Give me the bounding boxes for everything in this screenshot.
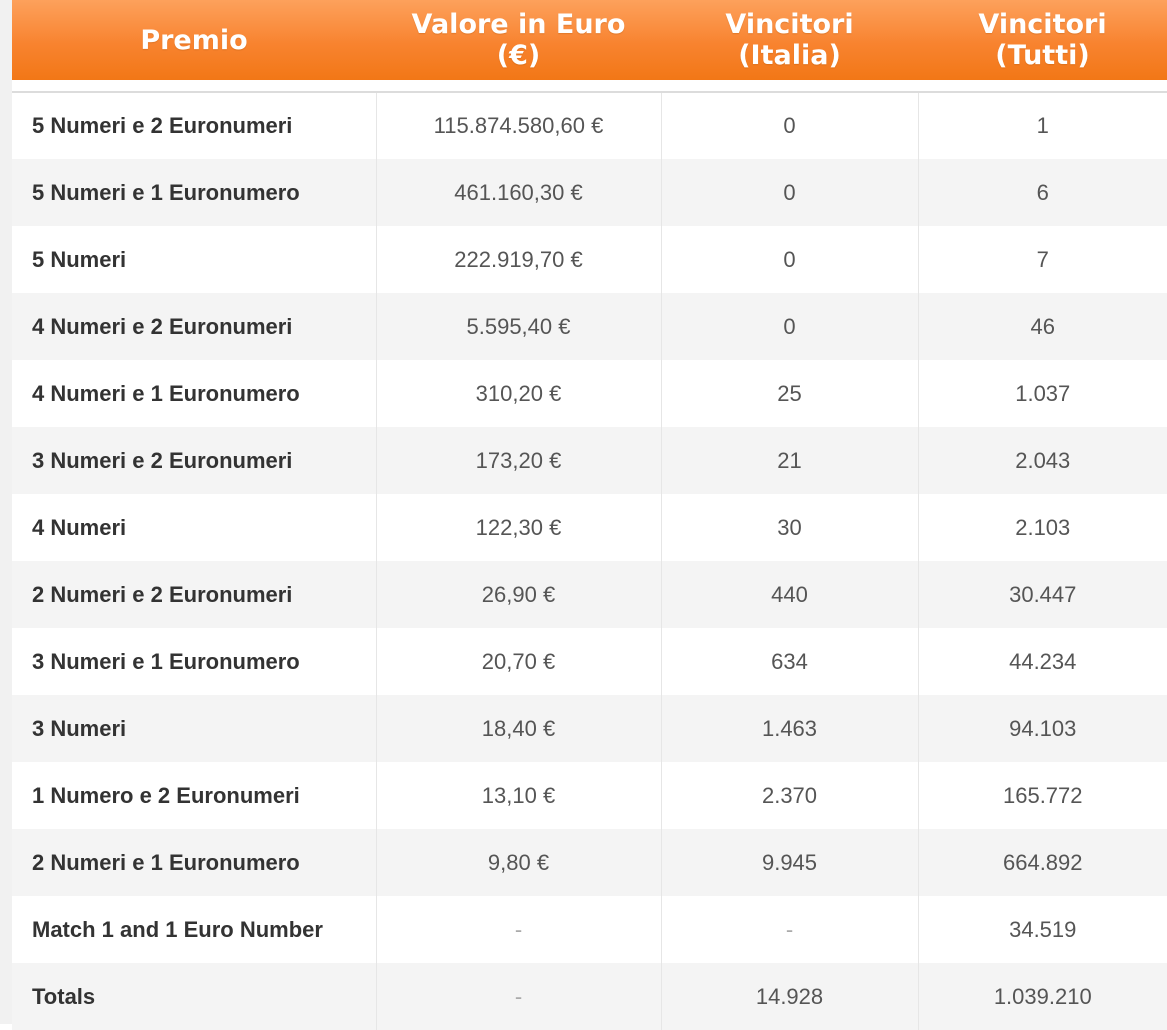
prize-value-cell: 13,10 € [376, 762, 662, 829]
table-body: 5 Numeri e 2 Euronumeri 115.874.580,60 €… [12, 92, 1167, 1030]
prize-name-cell: 3 Numeri e 1 Euronumero [12, 628, 377, 695]
winners-italy-cell: 21 [661, 427, 919, 494]
winners-italy-cell: 634 [661, 628, 919, 695]
table-row: 5 Numeri 222.919,70 € 0 7 [12, 226, 1167, 293]
prize-value-cell: 5.595,40 € [376, 293, 662, 360]
prize-name-cell: 2 Numeri e 1 Euronumero [12, 829, 377, 896]
prize-name-cell: 3 Numeri [12, 695, 377, 762]
table-row: 4 Numeri 122,30 € 30 2.103 [12, 494, 1167, 561]
prize-value-cell: 222.919,70 € [376, 226, 662, 293]
winners-italy-cell: 2.370 [661, 762, 919, 829]
winners-italy-cell: 9.945 [661, 829, 919, 896]
winners-all-cell: 46 [1030, 313, 1055, 339]
winners-italy-cell: 440 [661, 561, 919, 628]
totals-value-cell: - [376, 963, 662, 1030]
table-row: 3 Numeri 18,40 € 1.463 94.103 [12, 695, 1167, 762]
prize-name-cell: 5 Numeri [12, 226, 377, 293]
header-winners-italy: Vincitori (Italia) [661, 0, 918, 80]
header-row: Premio Valore in Euro (€) Vincitori (Ita… [12, 0, 1167, 80]
header-winners-all-line: (Tutti) [995, 40, 1090, 71]
winners-italy-cell: 0 [661, 92, 919, 159]
winners-all-cell: 34.519 [1009, 916, 1077, 942]
table-row: 3 Numeri e 1 Euronumero 20,70 € 634 44.2… [12, 628, 1167, 695]
header-value: Valore in Euro (€) [376, 0, 661, 80]
prize-name-cell: Match 1 and 1 Euro Number [12, 896, 377, 963]
header-prize-line: Premio [140, 24, 248, 56]
totals-winners-italy-cell: 14.928 [661, 963, 919, 1030]
totals-label-cell: Totals [12, 963, 377, 1030]
winners-all-cell: 7 [1036, 246, 1049, 272]
winners-all-cell: 1.037 [1015, 380, 1071, 406]
winners-italy-cell: - [661, 896, 919, 963]
prize-value-cell: 122,30 € [376, 494, 662, 561]
prize-value-cell: 9,80 € [376, 829, 662, 896]
table-row: 3 Numeri e 2 Euronumeri 173,20 € 21 2.04… [12, 427, 1167, 494]
table-row: 4 Numeri e 2 Euronumeri 5.595,40 € 0 46 [12, 293, 1167, 360]
prize-name-cell: 1 Numero e 2 Euronumeri [12, 762, 377, 829]
prize-value-cell: 115.874.580,60 € [376, 92, 662, 159]
prize-breakdown-table: Premio Valore in Euro (€) Vincitori (Ita… [12, 0, 1167, 1030]
header-winners-italy-line: (Italia) [738, 40, 841, 71]
prize-value-cell: - [376, 896, 662, 963]
header-separator-cell [12, 80, 1167, 93]
prize-value-cell: 173,20 € [376, 427, 662, 494]
table-row: 1 Numero e 2 Euronumeri 13,10 € 2.370 16… [12, 762, 1167, 829]
header-prize: Premio [12, 0, 376, 80]
winners-all-cell: 2.103 [1015, 514, 1071, 540]
prize-value-cell: 310,20 € [376, 360, 662, 427]
prize-value-cell: 20,70 € [376, 628, 662, 695]
prize-value-cell: 18,40 € [376, 695, 662, 762]
table-row: 5 Numeri e 1 Euronumero 461.160,30 € 0 6 [12, 159, 1167, 226]
winners-all-cell: 6 [1036, 179, 1049, 205]
prize-name-cell: 5 Numeri e 2 Euronumeri [12, 92, 377, 159]
winners-all-cell: 94.103 [1009, 715, 1077, 741]
prize-name-cell: 3 Numeri e 2 Euronumeri [12, 427, 377, 494]
winners-all-cell: 664.892 [1002, 849, 1083, 875]
prize-name-cell: 4 Numeri e 2 Euronumeri [12, 293, 377, 360]
prize-name-cell: 4 Numeri [12, 494, 377, 561]
winners-italy-cell: 1.463 [661, 695, 919, 762]
winners-italy-cell: 25 [661, 360, 919, 427]
table-row: 2 Numeri e 1 Euronumero 9,80 € 9.945 664… [12, 829, 1167, 896]
winners-all-cell: 30.447 [1009, 581, 1077, 607]
table-row: 2 Numeri e 2 Euronumeri 26,90 € 440 30.4… [12, 561, 1167, 628]
header-winners-italy-line: Vincitori [725, 9, 854, 40]
winners-all-cell: 2.043 [1015, 447, 1071, 473]
prize-name-cell: 4 Numeri e 1 Euronumero [12, 360, 377, 427]
table-row: 5 Numeri e 2 Euronumeri 115.874.580,60 €… [12, 92, 1167, 159]
header-winners-all: Vincitori (Tutti) [918, 0, 1167, 80]
header-value-line: (€) [496, 40, 541, 71]
header-winners-all-line: Vincitori [978, 9, 1107, 40]
table-row: Match 1 and 1 Euro Number - - 34.519 [12, 896, 1167, 963]
prize-name-cell: 2 Numeri e 2 Euronumeri [12, 561, 377, 628]
table-header: Premio Valore in Euro (€) Vincitori (Ita… [12, 0, 1167, 93]
winners-italy-cell: 0 [661, 226, 919, 293]
winners-italy-cell: 0 [661, 159, 919, 226]
prize-value-cell: 26,90 € [376, 561, 662, 628]
prize-name-cell: 5 Numeri e 1 Euronumero [12, 159, 377, 226]
totals-winners-all-cell: 1.039.210 [993, 983, 1092, 1009]
winners-all-cell: 165.772 [1002, 782, 1083, 808]
header-separator [12, 80, 1167, 93]
totals-row: Totals - 14.928 1.039.210 [12, 963, 1167, 1030]
header-value-line: Valore in Euro [411, 9, 626, 40]
winners-italy-cell: 0 [661, 293, 919, 360]
winners-all-cell: 1 [1036, 113, 1049, 138]
prize-value-cell: 461.160,30 € [376, 159, 662, 226]
winners-italy-cell: 30 [661, 494, 919, 561]
table-row: 4 Numeri e 1 Euronumero 310,20 € 25 1.03… [12, 360, 1167, 427]
winners-all-cell: 44.234 [1009, 648, 1077, 674]
